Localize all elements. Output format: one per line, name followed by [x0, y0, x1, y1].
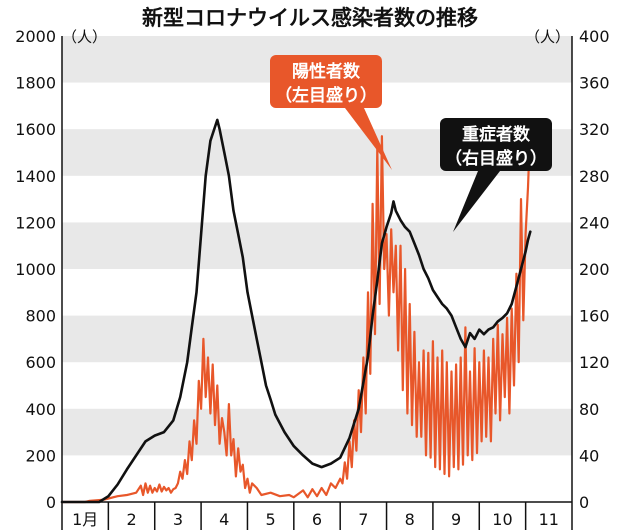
right-tick-label: 320 — [579, 120, 610, 139]
month-label: 1月 — [72, 510, 98, 529]
left-tick-label: 800 — [25, 307, 56, 326]
right-tick-label: 160 — [579, 307, 610, 326]
positive-cases-callout: 陽性者数 （左目盛り） — [270, 55, 392, 170]
callout-text: （左目盛り） — [275, 85, 377, 106]
right-tick-label: 80 — [579, 400, 599, 419]
left-tick-label: 200 — [25, 446, 56, 465]
positive-cases-line — [60, 123, 532, 504]
callout-pointer — [453, 171, 500, 232]
right-tick-label: 0 — [579, 493, 589, 512]
callout-text: 陽性者数 — [292, 61, 361, 82]
chart-title: 新型コロナウイルス感染者数の推移 — [142, 6, 478, 30]
month-label: 5 — [266, 510, 276, 529]
left-tick-label: 1400 — [15, 167, 56, 186]
month-label: 3 — [173, 510, 183, 529]
left-tick-label: 1600 — [15, 120, 56, 139]
callout-box — [440, 118, 552, 171]
callout-pointer — [345, 108, 392, 170]
right-axis-ticks: 0 40 80 120 160 200 240 280 320 360 400 — [579, 27, 610, 512]
month-label: 2 — [126, 510, 136, 529]
grid-band — [62, 315, 572, 363]
left-tick-label: 1200 — [15, 213, 56, 232]
series-callouts: 陽性者数 （左目盛り） 重症者数 （右目盛り） — [270, 55, 552, 232]
left-tick-label: 2000 — [15, 27, 56, 46]
left-tick-label: 1800 — [15, 74, 56, 93]
right-axis-unit: （人） — [525, 28, 570, 46]
month-label: 11 — [539, 510, 559, 529]
grid-band — [62, 222, 572, 269]
month-label: 8 — [405, 510, 415, 529]
severe-cases-line — [60, 118, 532, 504]
chart-axes — [61, 36, 573, 503]
month-labels: 1月 2 3 4 5 6 7 8 9 10 11 — [61, 502, 573, 530]
left-tick-label: 600 — [25, 353, 56, 372]
series-lines — [60, 118, 532, 504]
month-label: 7 — [358, 510, 368, 529]
right-tick-label: 200 — [579, 260, 610, 279]
right-tick-label: 360 — [579, 74, 610, 93]
right-tick-label: 240 — [579, 213, 610, 232]
right-tick-label: 400 — [579, 27, 610, 46]
month-label: 9 — [451, 510, 461, 529]
callout-text: 重症者数 — [462, 124, 531, 145]
severe-cases-callout: 重症者数 （右目盛り） — [440, 118, 552, 232]
left-tick-label: 1000 — [15, 260, 56, 279]
left-axis-unit: （人） — [62, 28, 107, 46]
right-tick-label: 40 — [579, 446, 599, 465]
left-axis-ticks: 0 200 400 600 800 1000 1200 1400 1600 1800 2000 — [15, 27, 56, 512]
left-tick-label: 0 — [46, 493, 56, 512]
grid-band — [62, 408, 572, 456]
month-label: 4 — [219, 510, 229, 529]
month-label: 10 — [492, 510, 512, 529]
callout-text: （右目盛り） — [445, 148, 547, 169]
month-label: 6 — [312, 510, 322, 529]
right-tick-label: 120 — [579, 353, 610, 372]
right-tick-label: 280 — [579, 167, 610, 186]
left-tick-label: 400 — [25, 400, 56, 419]
callout-box — [270, 55, 382, 108]
